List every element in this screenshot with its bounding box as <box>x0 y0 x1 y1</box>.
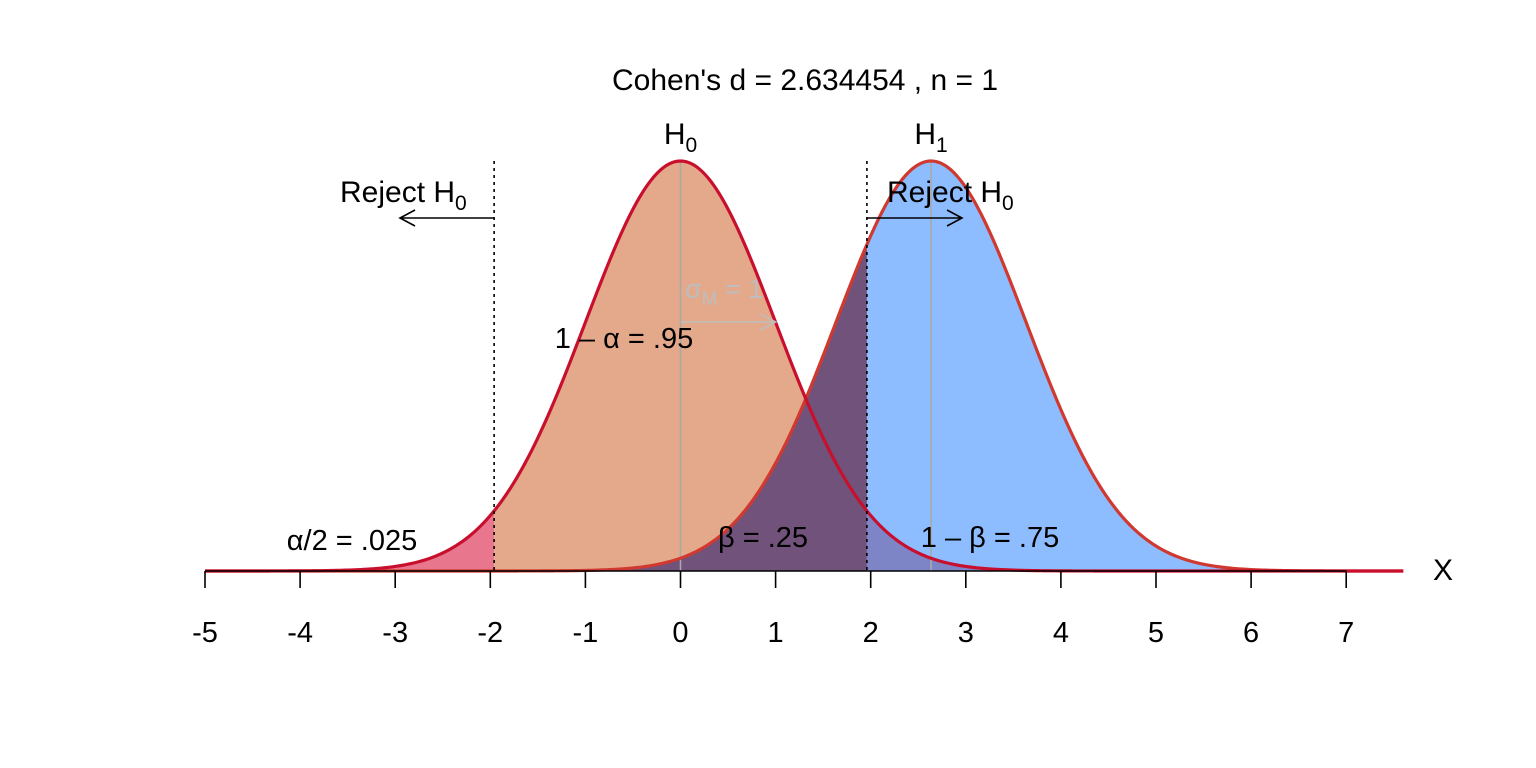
x-tick-label: 7 <box>1338 617 1354 649</box>
h1-label: H1 <box>914 118 947 157</box>
beta-region <box>205 244 867 571</box>
sigma-m-label: σM = 1 <box>685 274 763 310</box>
x-tick-label: -5 <box>192 617 218 649</box>
h0-label-subscript: 0 <box>685 134 697 157</box>
reject-h0-left-label: Reject H0 <box>340 176 467 215</box>
h0-label-text: H <box>664 118 686 151</box>
alpha-tail-region <box>205 510 495 571</box>
sigma-arrow <box>680 313 778 331</box>
reject-left-arrow <box>398 209 495 227</box>
mean-lines <box>679 161 932 571</box>
h0-acceptance-region <box>494 161 1404 571</box>
one-minus-alpha-label: 1 – α = .95 <box>555 323 694 355</box>
x-tick-label: -2 <box>477 617 503 649</box>
h1-power-region <box>866 161 1404 571</box>
x-tick-label: 0 <box>672 617 688 649</box>
x-tick-label: 4 <box>1053 617 1069 649</box>
h1-label-text: H <box>914 118 936 151</box>
x-axis-label: X <box>1433 554 1453 587</box>
power-label: 1 – β = .75 <box>921 522 1059 554</box>
reject-right-subscript: 0 <box>1002 192 1014 215</box>
reject-h0-right-label: Reject H0 <box>887 176 1014 215</box>
x-axis: -5 -4 -3 -2 -1 0 1 2 3 4 5 6 7 X <box>192 554 1453 649</box>
alpha-half-label: α/2 = .025 <box>287 525 417 557</box>
x-tick-label: 1 <box>768 617 784 649</box>
sigma-suffix: = 1 <box>718 274 764 304</box>
overlap-upper-region <box>866 510 1404 571</box>
sigma-subscript: M <box>702 289 718 310</box>
x-tick-label: 2 <box>863 617 879 649</box>
reject-left-text: Reject H <box>340 176 455 209</box>
x-tick-label: 6 <box>1243 617 1259 649</box>
chart-title: Cohen's d = 2.634454 , n = 1 <box>612 64 998 97</box>
sigma-arrow-path <box>680 313 778 331</box>
h1-label-subscript: 1 <box>936 134 948 157</box>
critical-value-lines <box>493 161 868 571</box>
reject-right-arrow <box>866 209 964 227</box>
h0-label: H0 <box>664 118 697 157</box>
x-tick-label: -4 <box>287 617 313 649</box>
x-tick-label: 3 <box>958 617 974 649</box>
sigma-symbol: σ <box>685 274 702 304</box>
x-axis-ticks: -5 -4 -3 -2 -1 0 1 2 3 4 5 6 7 <box>192 571 1354 649</box>
x-tick-label: -3 <box>382 617 408 649</box>
beta-label: β = .25 <box>718 522 808 554</box>
reject-right-text: Reject H <box>887 176 1002 209</box>
x-tick-label: -1 <box>573 617 599 649</box>
reject-left-subscript: 0 <box>455 192 467 215</box>
reject-arrows <box>398 209 964 227</box>
shaded-regions <box>205 161 1404 571</box>
x-tick-label: 5 <box>1148 617 1164 649</box>
